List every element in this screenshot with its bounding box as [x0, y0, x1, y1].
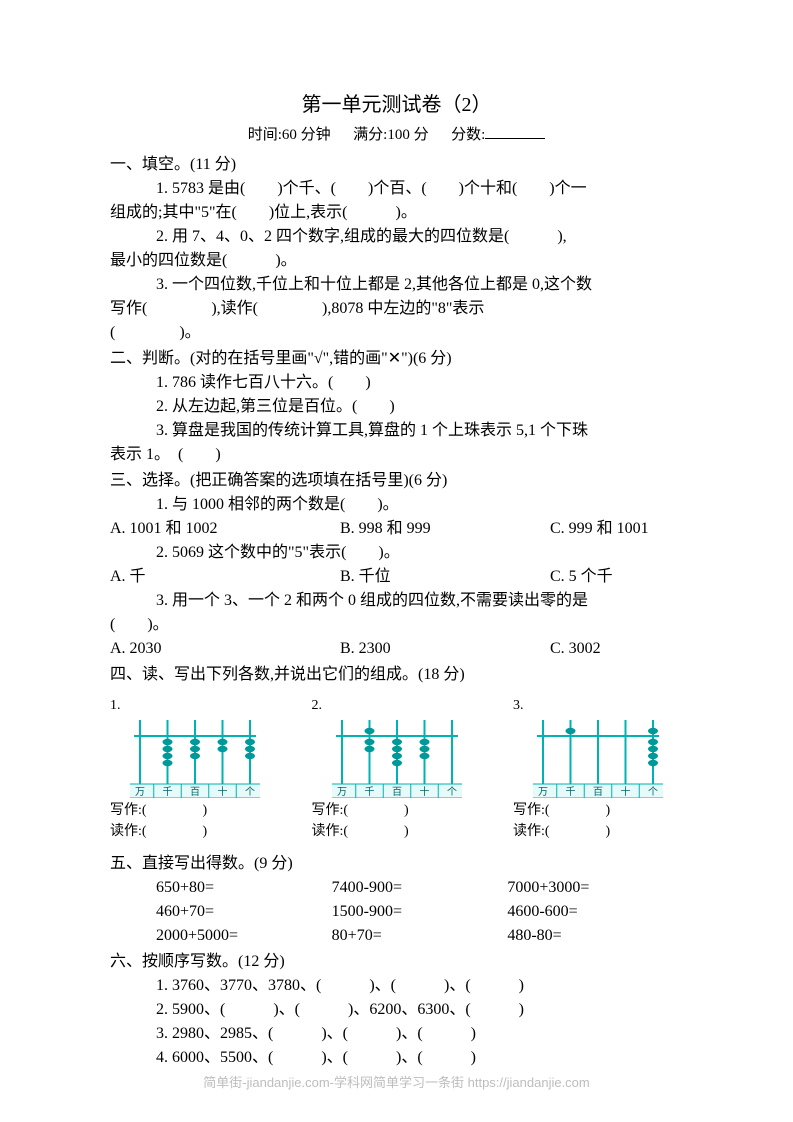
s3-q3b: ( )。 [110, 613, 683, 637]
s3-q2-a: A. 千 [110, 565, 340, 589]
svg-text:百: 百 [190, 786, 200, 798]
svg-text:十: 十 [218, 785, 228, 798]
abacus-2: 2. 万 千 百 十 个 写作:( ) 读作:( ) [312, 695, 482, 842]
abacus-1: 1. 万 千 百 十 个 写作:( ) 读作:( ) [110, 695, 280, 842]
footer-watermark: 简单街-jiandanjie.com-学科网简单学习一条街 https://ji… [0, 1073, 793, 1093]
abacus-2-svg: 万千百十个 [332, 718, 462, 798]
s2-q3b: 表示 1。 ( ) [110, 443, 683, 467]
svg-text:百: 百 [392, 786, 402, 798]
s6-q4: 4. 6000、5500、( )、( )、( ) [110, 1046, 683, 1070]
svg-text:十: 十 [419, 785, 429, 798]
svg-text:千: 千 [163, 786, 173, 798]
calc-cell: 4600-600= [507, 900, 683, 924]
s2-q1: 1. 786 读作七百八十六。( ) [110, 371, 683, 395]
section-4-head: 四、读、写出下列各数,并说出它们的组成。(18 分) [110, 663, 683, 687]
calc-cell: 1500-900= [332, 900, 508, 924]
s3-q2-b: B. 千位 [340, 565, 550, 589]
abacus-2-num: 2. [312, 695, 482, 716]
abacus-1-write: 写作:( ) [110, 800, 280, 821]
calc-cell: 650+80= [156, 876, 332, 900]
svg-text:万: 万 [135, 787, 145, 798]
svg-text:个: 个 [648, 786, 658, 798]
calc-cell: 7000+3000= [507, 876, 683, 900]
s3-q3a: 3. 用一个 3、一个 2 和两个 0 组成的四位数,不需要读出零的是 [110, 589, 683, 613]
s3-q1-a: A. 1001 和 1002 [110, 517, 340, 541]
calc-cell: 7400-900= [332, 876, 508, 900]
section-6-head: 六、按顺序写数。(12 分) [110, 950, 683, 974]
calc-cell: 80+70= [332, 924, 508, 948]
s3-q1-c: C. 999 和 1001 [550, 517, 683, 541]
score-label: 分数: [451, 127, 485, 143]
section-5-head: 五、直接写出得数。(9 分) [110, 852, 683, 876]
s1-q3b: 写作( ),读作( ),8078 中左边的"8"表示 [110, 297, 683, 321]
s1-q1a: 1. 5783 是由( )个千、( )个百、( )个十和( )个一 [110, 177, 683, 201]
abacus-1-read: 读作:( ) [110, 821, 280, 842]
section-1-head: 一、填空。(11 分) [110, 153, 683, 177]
s6-q3: 3. 2980、2985、( )、( )、( ) [110, 1022, 683, 1046]
section-3-head: 三、选择。(把正确答案的选项填在括号里)(6 分) [110, 469, 683, 493]
svg-text:个: 个 [245, 786, 255, 798]
abacus-3-write: 写作:( ) [513, 800, 683, 821]
fullscore-label: 满分:100 分 [353, 127, 428, 143]
svg-text:十: 十 [621, 785, 631, 798]
time-label: 时间:60 分钟 [248, 127, 331, 143]
meta-line: 时间:60 分钟 满分:100 分 分数: [110, 124, 683, 147]
s1-q2b: 最小的四位数是( )。 [110, 249, 683, 273]
calc-grid: 650+80=7400-900=7000+3000= 460+70=1500-90… [110, 876, 683, 948]
abacus-3: 3. 万 千 百 十 个 写作:( ) 读作:( ) [513, 695, 683, 842]
s1-q1b: 组成的;其中"5"在( )位上,表示( )。 [110, 201, 683, 225]
s2-q2: 2. 从左边起,第三位是百位。( ) [110, 395, 683, 419]
abacus-3-read: 读作:( ) [513, 821, 683, 842]
s3-q2-c: C. 5 个千 [550, 565, 683, 589]
abacus-1-svg: 万千百十个 [130, 718, 260, 798]
calc-cell: 480-80= [507, 924, 683, 948]
abacus-2-read: 读作:( ) [312, 821, 482, 842]
s3-q2: 2. 5069 这个数中的"5"表示( )。 [110, 541, 683, 565]
s2-q3a: 3. 算盘是我国的传统计算工具,算盘的 1 个上珠表示 5,1 个下珠 [110, 419, 683, 443]
calc-cell: 2000+5000= [156, 924, 332, 948]
abacus-3-num: 3. [513, 695, 683, 716]
svg-text:万: 万 [337, 787, 347, 798]
page-title: 第一单元测试卷（2） [110, 90, 683, 120]
s1-q3a: 3. 一个四位数,千位上和十位上都是 2,其他各位上都是 0,这个数 [110, 273, 683, 297]
s3-q3-c: C. 3002 [550, 637, 683, 661]
svg-text:千: 千 [566, 786, 576, 798]
abacus-2-write: 写作:( ) [312, 800, 482, 821]
s3-q3-b: B. 2300 [340, 637, 550, 661]
calc-cell: 460+70= [156, 900, 332, 924]
score-blank [485, 138, 545, 139]
s6-q1: 1. 3760、3770、3780、( )、( )、( ) [110, 974, 683, 998]
s6-q2: 2. 5900、( )、( )、6200、6300、( ) [110, 998, 683, 1022]
s1-q2a: 2. 用 7、4、0、2 四个数字,组成的最大的四位数是( ), [110, 225, 683, 249]
section-2-head: 二、判断。(对的在括号里画"√",错的画"✕")(6 分) [110, 347, 683, 371]
s1-q3c: ( )。 [110, 321, 683, 345]
s3-q1-b: B. 998 和 999 [340, 517, 550, 541]
svg-text:千: 千 [364, 786, 374, 798]
svg-text:百: 百 [593, 786, 603, 798]
s3-q1: 1. 与 1000 相邻的两个数是( )。 [110, 493, 683, 517]
abacus-row: 1. 万 千 百 十 个 写作:( ) 读作:( ) 2. 万 千 百 十 个 写作:( ) 读… [110, 695, 683, 842]
abacus-1-num: 1. [110, 695, 280, 716]
svg-text:个: 个 [447, 786, 457, 798]
s3-q3-a: A. 2030 [110, 637, 340, 661]
svg-text:万: 万 [538, 787, 548, 798]
abacus-3-svg: 万千百十个 [533, 718, 663, 798]
